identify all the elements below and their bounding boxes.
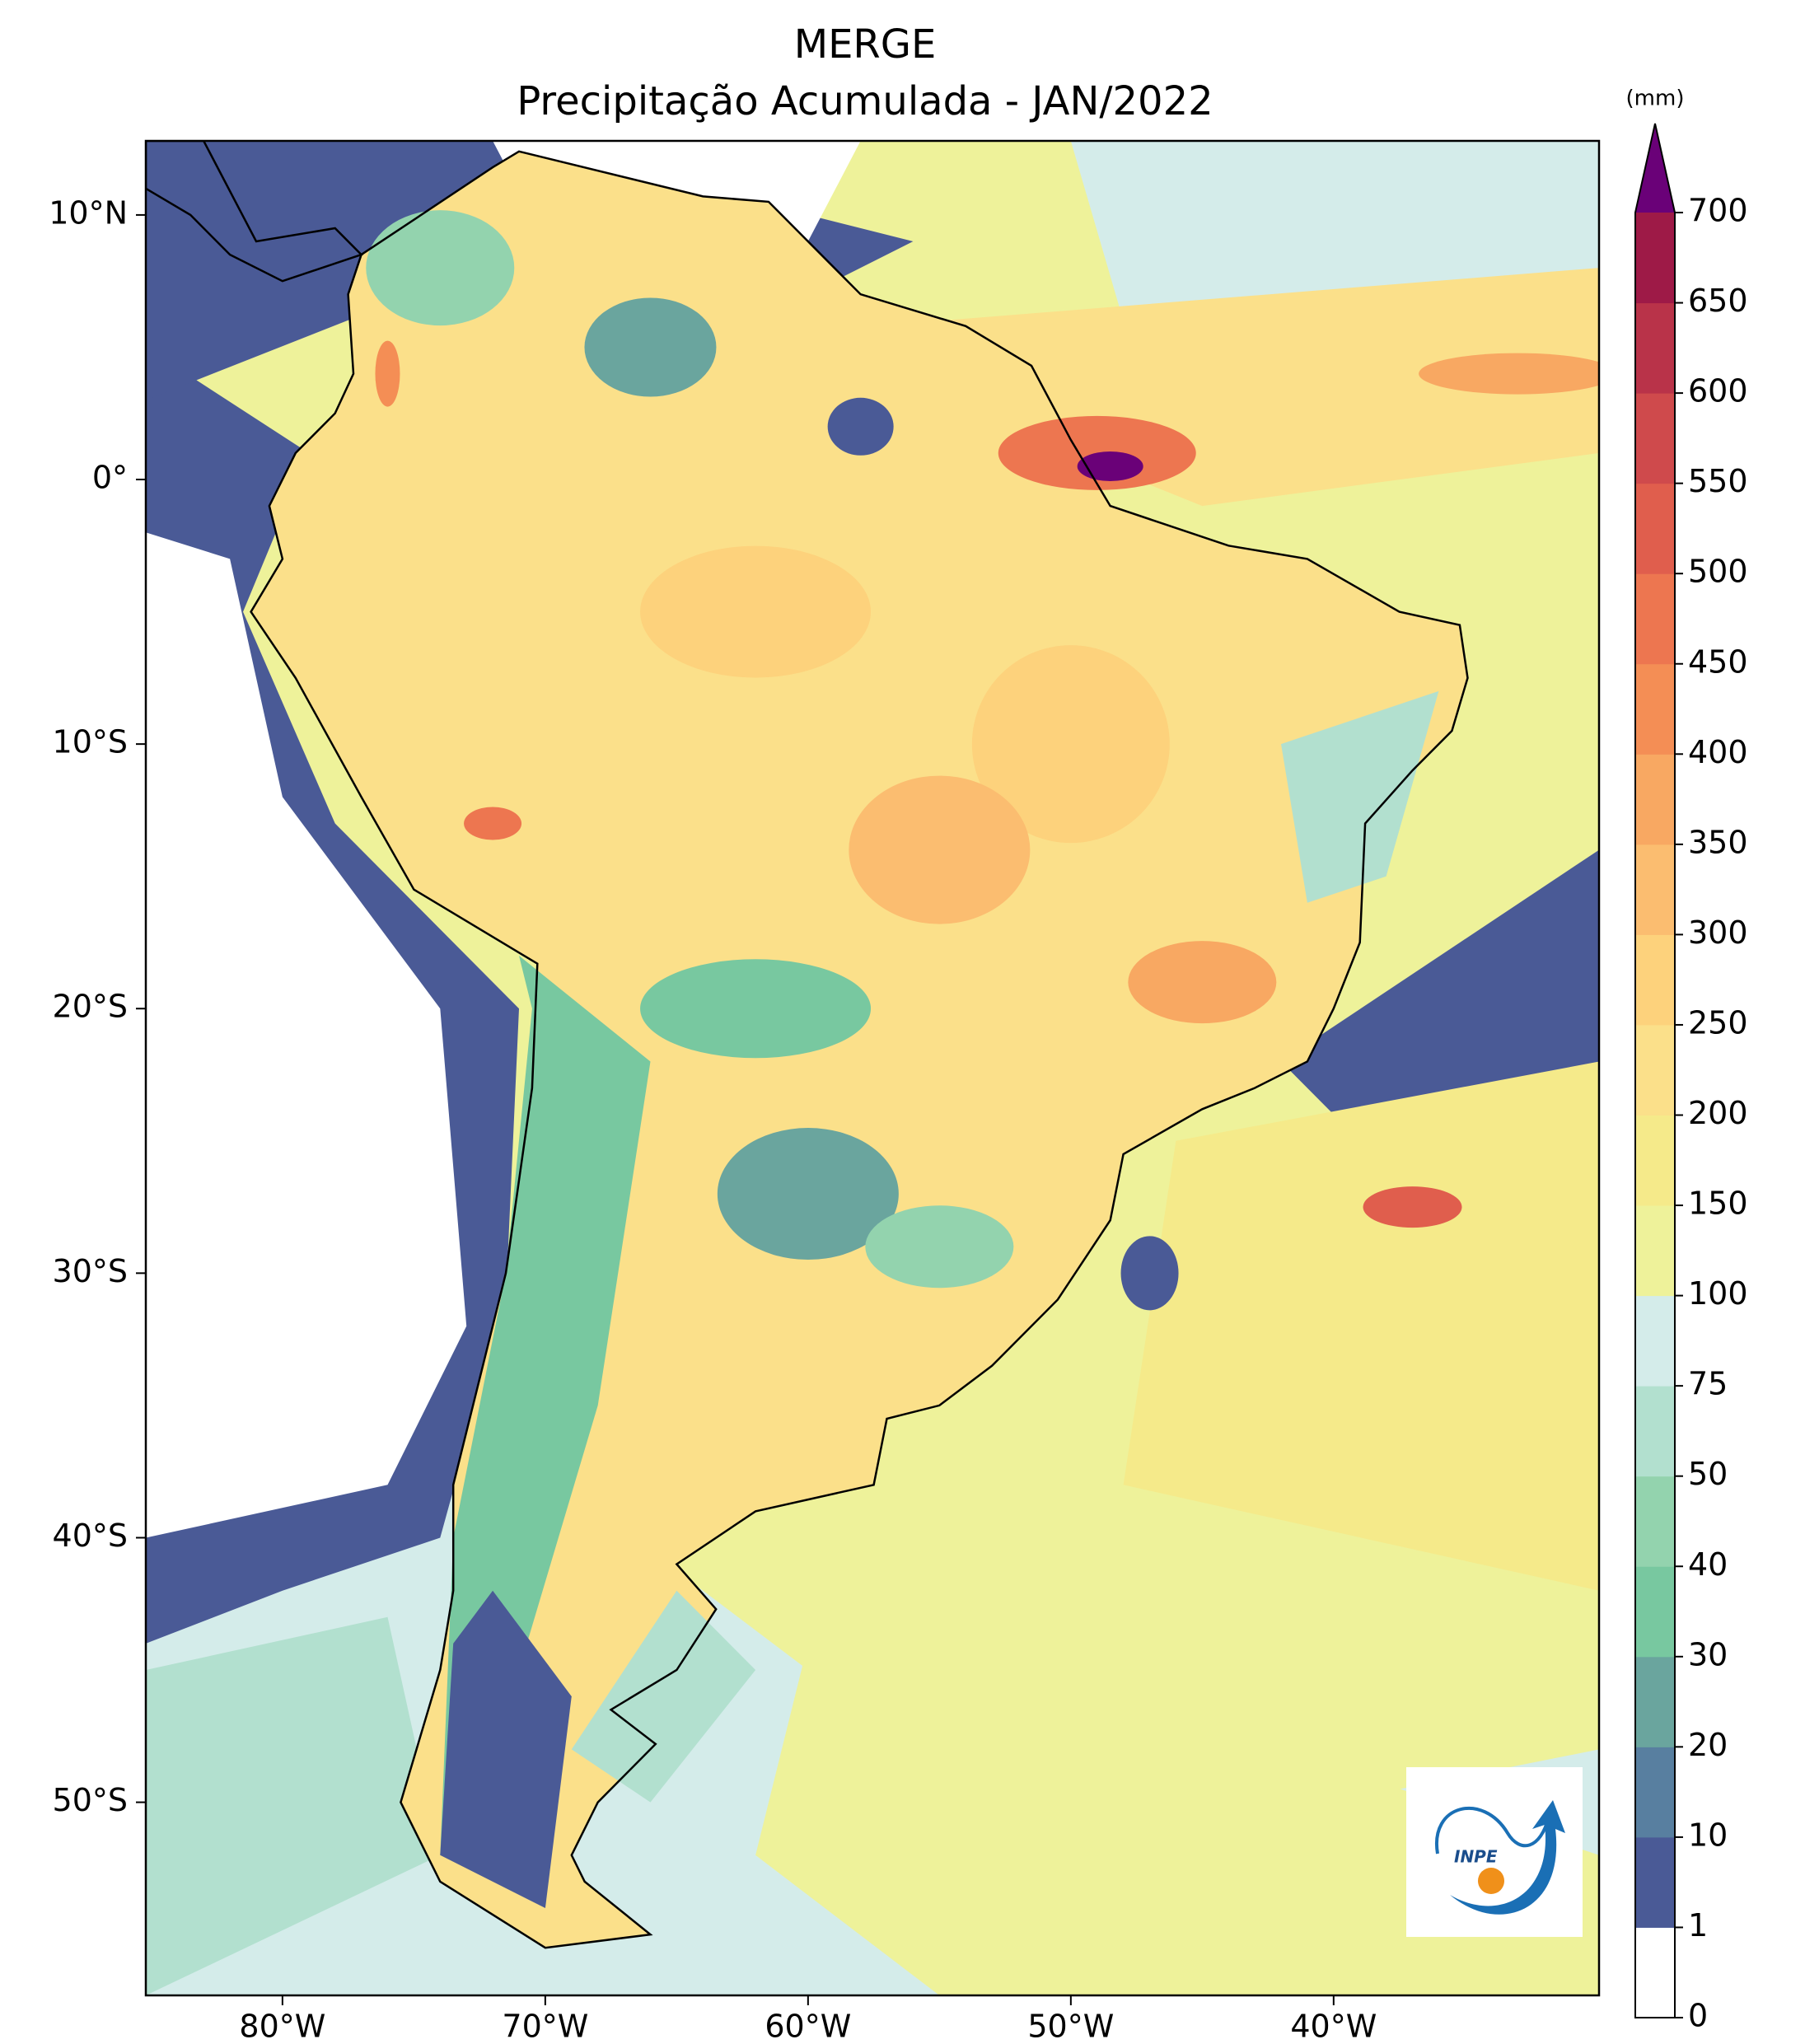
precip-area: [1128, 941, 1277, 1024]
precip-area: [1419, 353, 1599, 395]
colorbar-extension: [1635, 124, 1675, 213]
precip-area: [1281, 690, 1439, 903]
colorbar-band: [1635, 1927, 1675, 2018]
precip-area: [366, 210, 515, 326]
colorbar: 0 1 10 20 30 40 50 75 100 150 200 250 300 350 400 450 50…: [1626, 87, 1748, 2034]
colorbar-tick-label: 1: [1688, 1907, 1708, 1943]
colorbar-band: [1635, 483, 1675, 574]
precip-area: [1123, 1061, 1599, 1591]
y-tick-label: 20°S: [53, 989, 128, 1025]
colorbar-band: [1635, 754, 1675, 845]
precip-area: [849, 775, 1031, 924]
colorbar-band: [1635, 213, 1675, 304]
colorbar-tick-label: 40: [1688, 1546, 1728, 1583]
colorbar-tick-label: 500: [1688, 554, 1748, 590]
colorbar-tick-label: 20: [1688, 1727, 1728, 1763]
colorbar-band: [1635, 663, 1675, 755]
colorbar-band: [1635, 1295, 1675, 1387]
colorbar-tick-label: 700: [1688, 193, 1748, 229]
y-tick-label: 10°S: [53, 724, 128, 760]
precip-area: [464, 807, 522, 840]
precip-area: [640, 545, 872, 678]
precip-area: [440, 1590, 572, 1908]
y-tick-label: 40°S: [53, 1518, 128, 1554]
colorbar-band: [1635, 1656, 1675, 1747]
colorbar-tick-label: 0: [1688, 1998, 1708, 2034]
logo-arrow: [1450, 1800, 1565, 1915]
x-tick-label: 80°W: [239, 2009, 325, 2044]
colorbar-tick-label: 450: [1688, 643, 1748, 680]
coastline: [146, 141, 363, 283]
subtitle: Precipitação Acumulada - JAN/2022: [517, 78, 1213, 124]
logo-dot: [1478, 1868, 1504, 1894]
colorbar-tick-label: 200: [1688, 1095, 1748, 1131]
precip-area: [1363, 1186, 1462, 1228]
precip-area: [1120, 1236, 1179, 1311]
precip-area: [571, 1590, 756, 1803]
map-area: [146, 141, 1599, 1995]
colorbar-frame: [1634, 123, 1676, 2018]
precip-area: [971, 645, 1170, 844]
colorbar-band: [1635, 1115, 1675, 1206]
colorbar-band: [1635, 1566, 1675, 1658]
y-tick-label: 30°S: [53, 1253, 128, 1289]
y-tick-label: 0°: [92, 460, 128, 496]
colorbar-band: [1635, 573, 1675, 665]
colorbar-tick-label: 350: [1688, 824, 1748, 860]
precip-area: [146, 532, 467, 1538]
logo-text: INPE: [1454, 1847, 1498, 1867]
x-tick-label: 70°W: [502, 2009, 588, 2044]
colorbar-band: [1635, 1386, 1675, 1477]
colorbar-tick-label: 250: [1688, 1004, 1748, 1041]
coastline: [250, 150, 1469, 1949]
y-tick-label: 50°S: [53, 1782, 128, 1818]
map-frame: [144, 139, 1601, 1997]
y-tick-label: 10°N: [49, 194, 128, 231]
colorbar-tick-label: 650: [1688, 283, 1748, 319]
colorbar-tick-label: 30: [1688, 1636, 1728, 1672]
colorbar-band: [1635, 844, 1675, 935]
colorbar-band: [1635, 1024, 1675, 1116]
x-tick-label: 50°W: [1027, 2009, 1114, 2044]
precip-area: [1070, 141, 1599, 321]
logo-orbit: [1434, 1806, 1550, 1855]
precip-area: [375, 340, 400, 407]
precip-area: [755, 1643, 1599, 1995]
precip-area: [584, 297, 717, 397]
colorbar-tick-label: 50: [1688, 1456, 1728, 1492]
colorbar-tick-label: 550: [1688, 463, 1748, 499]
title: MERGE: [794, 21, 937, 68]
colorbar-tick-label: 600: [1688, 373, 1748, 409]
colorbar-band: [1635, 302, 1675, 394]
logo: INPE: [1406, 1767, 1583, 1937]
colorbar-band: [1635, 1205, 1675, 1297]
colorbar-tick-label: 75: [1688, 1366, 1728, 1402]
colorbar-tick-label: 150: [1688, 1186, 1748, 1222]
precip-area: [146, 1616, 441, 1995]
precip-area: [827, 397, 894, 456]
colorbar-band: [1635, 393, 1675, 484]
colorbar-tick-label: 400: [1688, 734, 1748, 770]
colorbar-tick-label: 300: [1688, 914, 1748, 951]
colorbar-band: [1635, 1747, 1675, 1838]
colorbar-unit: (mm): [1626, 87, 1685, 111]
colorbar-band: [1635, 1476, 1675, 1567]
precip-area: [717, 1128, 899, 1261]
x-tick-label: 40°W: [1290, 2009, 1377, 2044]
precip-area: [640, 959, 872, 1059]
colorbar-band: [1635, 1836, 1675, 1928]
colorbar-band: [1635, 934, 1675, 1026]
x-tick-label: 60°W: [765, 2009, 851, 2044]
colorbar-tick-label: 100: [1688, 1275, 1748, 1312]
colorbar-tick-label: 10: [1688, 1817, 1728, 1853]
precip-area: [865, 1205, 1014, 1289]
precip-area: [1077, 451, 1143, 481]
